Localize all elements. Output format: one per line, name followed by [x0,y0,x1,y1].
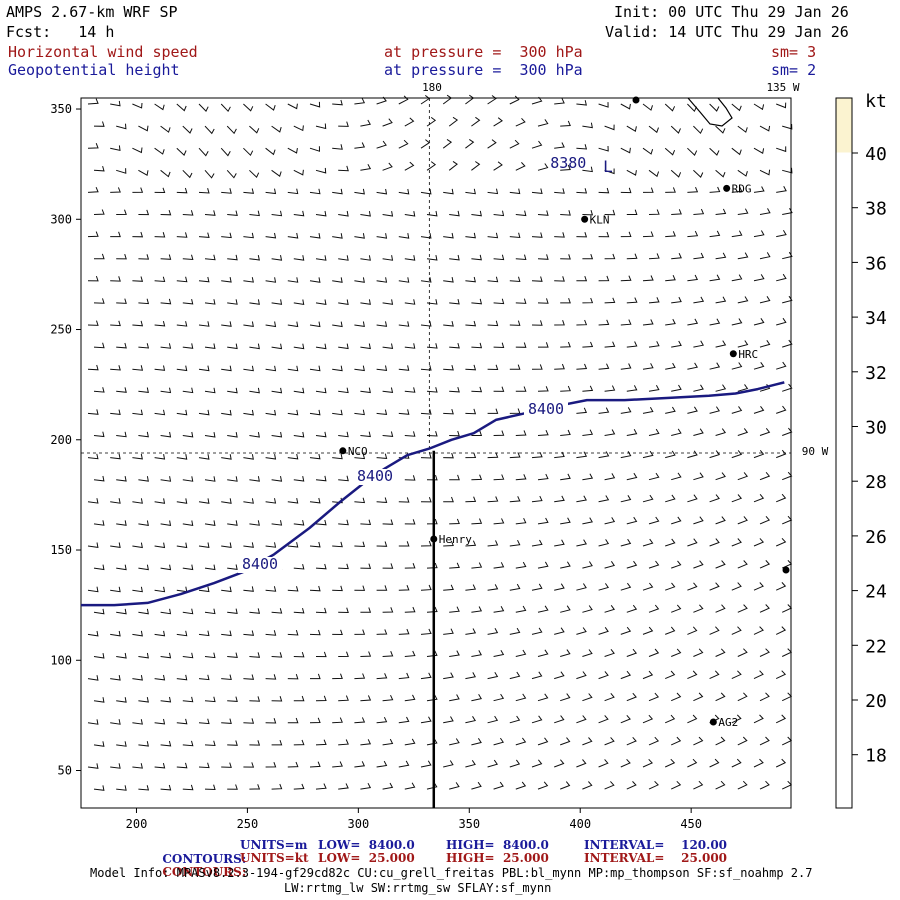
colorbar-label: 24 [865,582,887,603]
colorbar-label: 20 [865,691,887,712]
field2-level: at pressure = 300 hPa [384,61,583,79]
forecast-hour: Fcst: 14 h [6,23,115,41]
legend-wind-label: CONTOURS: [162,865,247,879]
station-dot [632,96,640,104]
colorbar-label: 40 [865,144,887,165]
station-dot [339,447,347,455]
lon-label-90w: 90 W [802,445,829,458]
station-dot [430,535,438,543]
station-dot [709,718,717,726]
y-tick-label: 200 [50,433,72,447]
model-info-line2: LW:rrtmg_lw SW:rrtmg_sw SFLAY:sf_mynn [284,881,552,895]
station-label-kln: KLN [590,213,610,226]
colorbar-label: 22 [865,636,887,657]
contour-label-8400-east: 8400 [528,400,564,418]
station-label-hrc: HRC [738,348,758,361]
field1-name: Horizontal wind speed [8,43,198,61]
legend-height-row: CONTOURS: [154,838,246,866]
map-labels: 180 135 W 90 W [422,81,829,458]
legend-height-interval: INTERVAL= 120.00 [584,838,728,852]
legend-wind-units: UNITS=kt [240,851,309,865]
y-tick-label: 100 [50,653,72,667]
colorbar-fill-top [836,98,852,153]
low-marker: L [603,157,613,176]
contour-label-8380: 8380 [550,154,586,172]
lon-label-135w: 135 W [766,81,799,94]
y-tick-label: 250 [50,323,72,337]
contour-label-gap [238,557,282,573]
contour-label-gap [524,402,568,418]
legend-height-units: UNITS=m [240,838,308,852]
x-tick-label: 200 [126,817,148,831]
legend-wind-low: LOW= 25.000 [318,851,415,865]
y-tick-label: 50 [58,764,72,778]
field2-name: Geopotential height [8,61,180,79]
legend-height-low: LOW= 8400.0 [318,838,415,852]
colorbar-label: 30 [865,418,887,439]
reference-lines [81,98,791,808]
colorbar-label: 18 [865,746,887,767]
wind-barb-field [87,94,793,791]
wind-barbs [87,94,793,791]
x-tick-label: 400 [569,817,591,831]
x-tick-label: 350 [458,817,480,831]
x-tick-label: 450 [680,817,702,831]
station-label-rdg: RDG [732,182,752,195]
field2-smoothing: sm= 2 [771,61,817,79]
station-label-henry: Henry [439,533,472,546]
colorbar-label: 36 [865,253,887,274]
colorbar-label: 26 [865,527,887,548]
field1-level: at pressure = 300 hPa [384,43,583,61]
x-tick-label: 250 [237,817,259,831]
colorbar-frame [835,97,853,809]
model-info-line1: Model Info: MPASv8.2.3-194-gf29cd82c CU:… [90,866,813,880]
y-tick-label: 350 [50,102,72,116]
station-dot [729,350,737,358]
station-label-nco: NCO [348,445,368,458]
station-markers: KLN RDG HRC NCO Henry AG2 [339,96,790,729]
contour-label-8400-mid: 8400 [357,467,393,485]
colorbar-label: 32 [865,363,887,384]
field1-smoothing: sm= 3 [771,43,817,61]
x-tick-label: 300 [348,817,370,831]
height-contour-8400 [81,381,785,607]
colorbar-unit: kt [865,91,887,112]
y-tick-label: 300 [50,212,72,226]
model-title: AMPS 2.67-km WRF SP [6,3,178,21]
coastline [687,97,733,127]
colorbar: kt 40 38 36 34 32 30 28 26 24 22 20 18 [835,91,887,809]
station-label-ag2: AG2 [718,716,738,729]
station-dot [723,184,731,192]
station-dot [782,566,790,574]
legend-wind-interval: INTERVAL= 25.000 [584,851,728,865]
axis-ticks: 200 250 300 350 400 450 50 100 150 200 250 300 350 [50,102,702,831]
contour-label-8400-sw: 8400 [242,555,278,573]
colorbar-label: 34 [865,308,887,329]
y-tick-label: 150 [50,543,72,557]
contour-label-gap [353,469,397,485]
colorbar-label: 38 [865,199,887,220]
legend-height-label: CONTOURS: [162,852,247,866]
init-time: Init: 00 UTC Thu 29 Jan 26 [614,3,849,21]
height-contours: 8400 8400 8400 8380 L [81,97,785,607]
lon-label-180: 180 [422,81,442,94]
legend-wind-row: CONTOURS: [154,851,246,879]
station-dot [581,215,589,223]
colorbar-label: 28 [865,472,887,493]
legend-height-high: HIGH= 8400.0 [446,838,549,852]
valid-time: Valid: 14 UTC Thu 29 Jan 26 [605,23,849,41]
legend-wind-high: HIGH= 25.000 [446,851,549,865]
